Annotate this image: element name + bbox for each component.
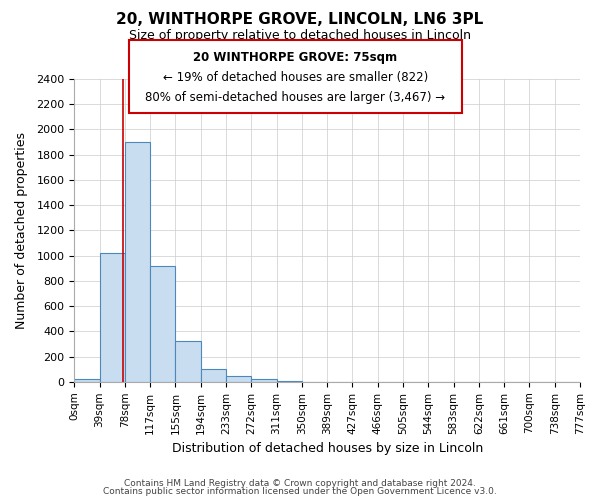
Bar bbox=[150, 266, 175, 382]
Text: Contains public sector information licensed under the Open Government Licence v3: Contains public sector information licen… bbox=[103, 487, 497, 496]
Text: 20, WINTHORPE GROVE, LINCOLN, LN6 3PL: 20, WINTHORPE GROVE, LINCOLN, LN6 3PL bbox=[116, 12, 484, 28]
Bar bbox=[74, 378, 100, 382]
Bar bbox=[226, 376, 251, 382]
Bar bbox=[125, 142, 150, 382]
Bar bbox=[277, 381, 302, 382]
Text: Size of property relative to detached houses in Lincoln: Size of property relative to detached ho… bbox=[129, 29, 471, 42]
Text: ← 19% of detached houses are smaller (822): ← 19% of detached houses are smaller (82… bbox=[163, 71, 428, 84]
Bar bbox=[201, 368, 226, 382]
Y-axis label: Number of detached properties: Number of detached properties bbox=[15, 132, 28, 329]
Bar bbox=[175, 342, 201, 382]
Bar bbox=[100, 253, 125, 382]
Text: Contains HM Land Registry data © Crown copyright and database right 2024.: Contains HM Land Registry data © Crown c… bbox=[124, 478, 476, 488]
Text: 20 WINTHORPE GROVE: 75sqm: 20 WINTHORPE GROVE: 75sqm bbox=[193, 51, 398, 64]
Bar bbox=[251, 378, 277, 382]
X-axis label: Distribution of detached houses by size in Lincoln: Distribution of detached houses by size … bbox=[172, 442, 483, 455]
Text: 80% of semi-detached houses are larger (3,467) →: 80% of semi-detached houses are larger (… bbox=[145, 91, 446, 104]
